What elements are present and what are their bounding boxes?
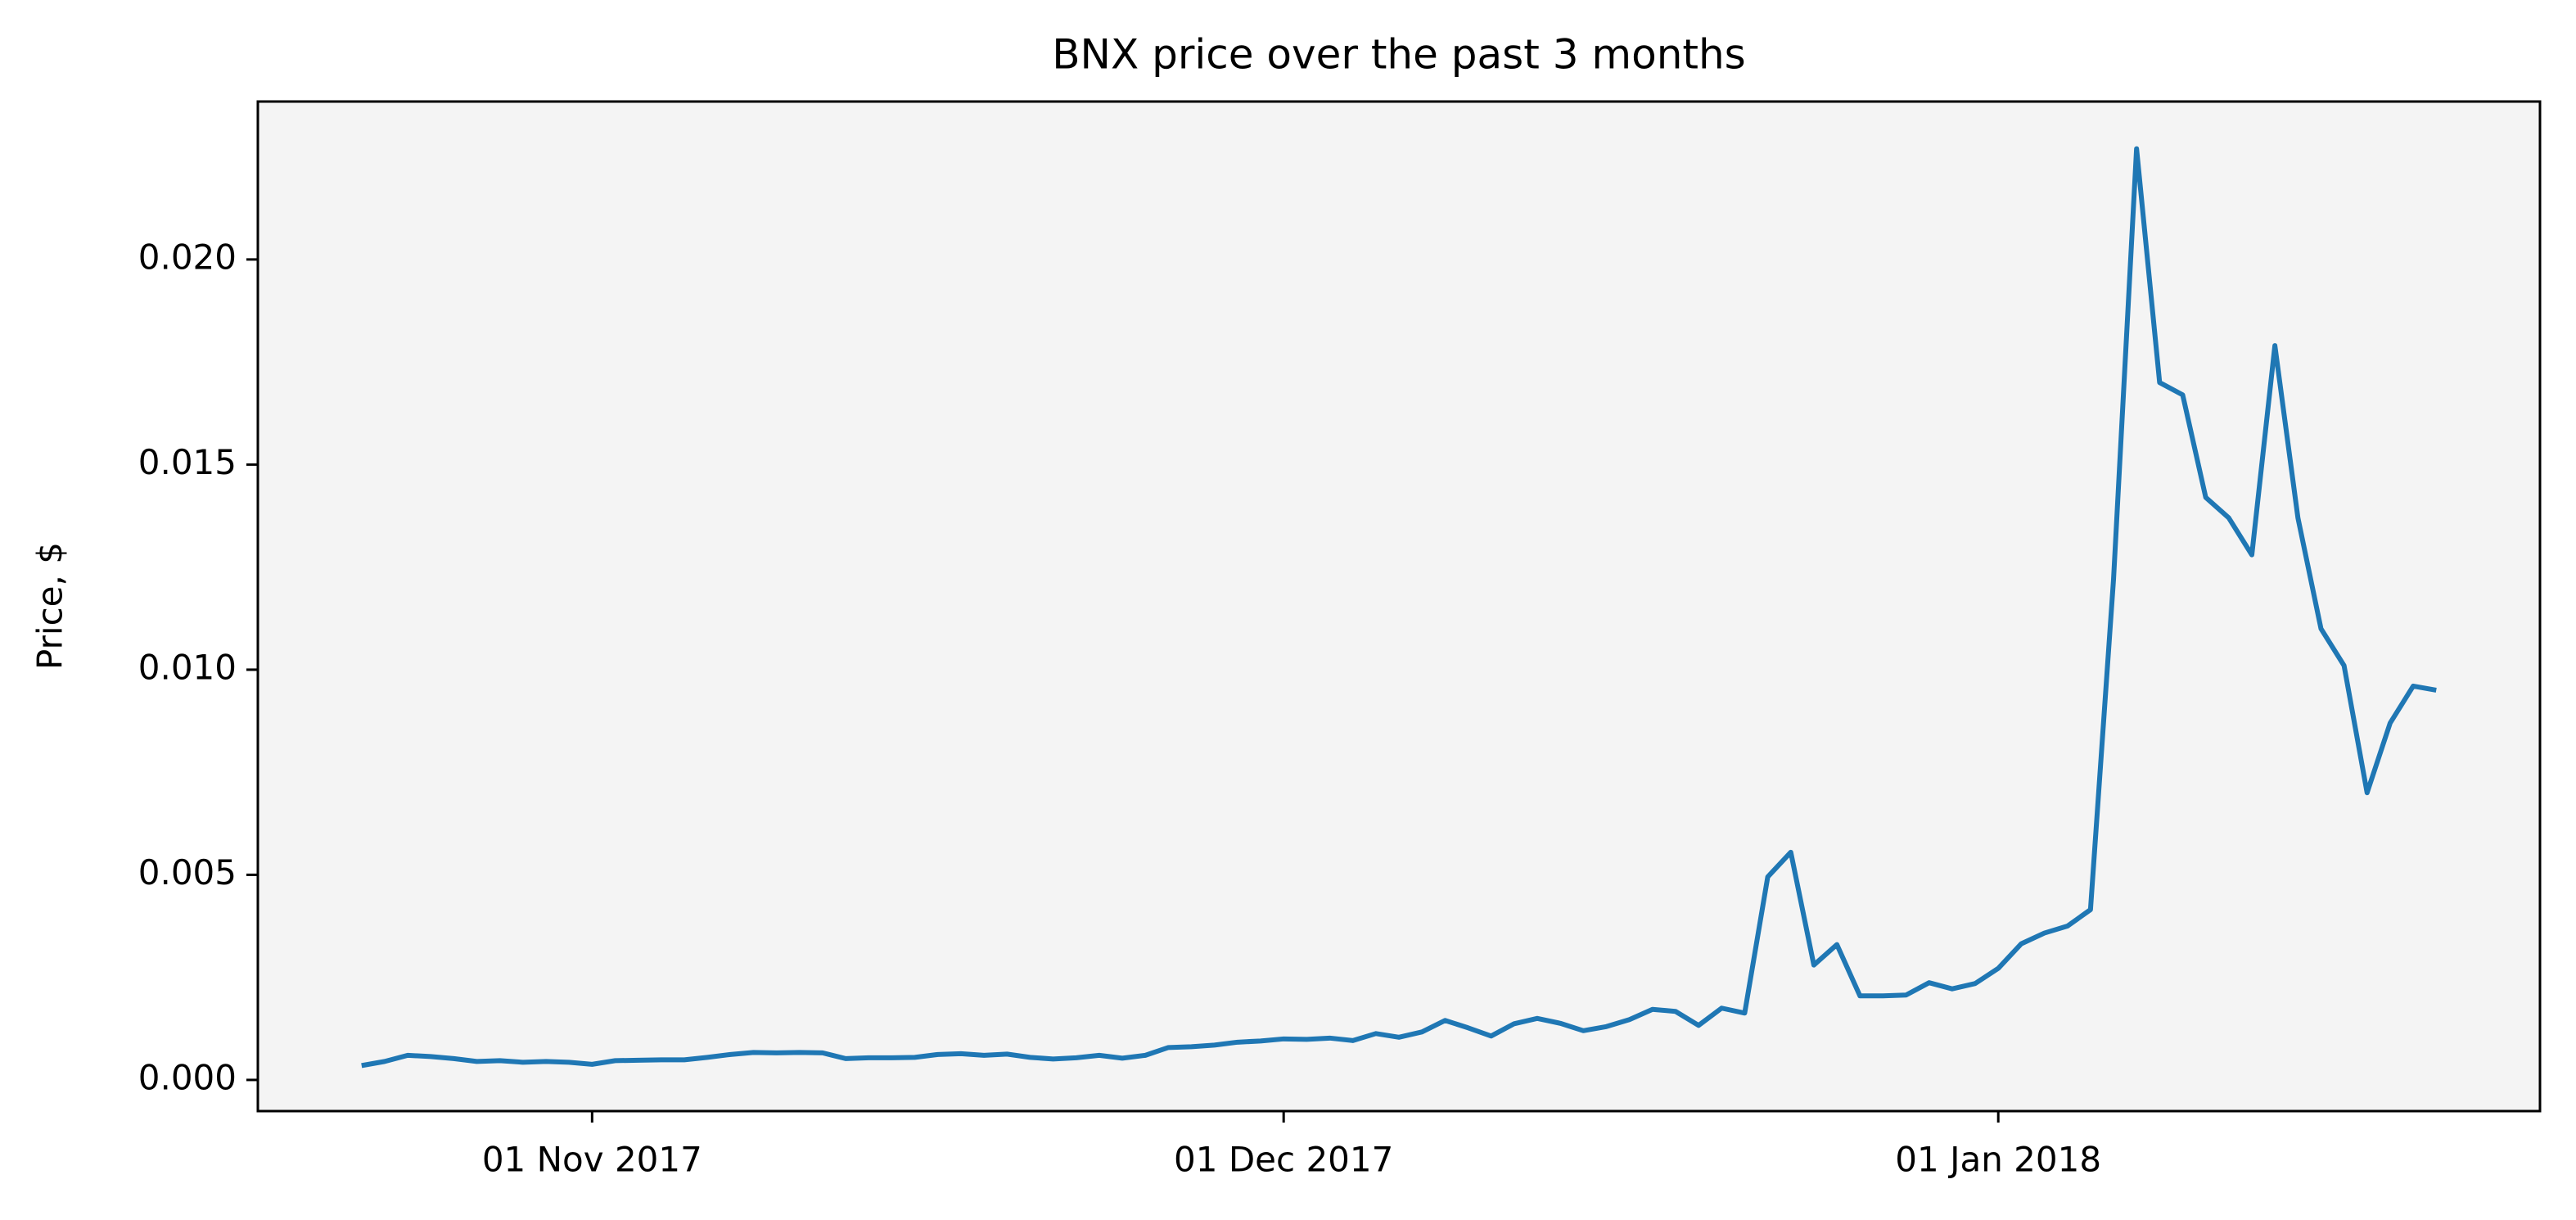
y-axis-label: Price, $ — [30, 542, 70, 670]
plot-frame — [256, 100, 2542, 1113]
y-tick-label: 0.015 — [138, 442, 237, 482]
price-line — [361, 146, 2437, 1069]
chart-title: BNX price over the past 3 months — [1052, 31, 1746, 79]
x-tick-label: 01 Jan 2018 — [1895, 1140, 2101, 1180]
x-tick-label: 01 Nov 2017 — [482, 1140, 702, 1180]
y-tick-label: 0.020 — [138, 237, 237, 277]
y-tick-label: 0.010 — [138, 647, 237, 687]
y-tick-label: 0.000 — [138, 1057, 237, 1097]
y-tick-label: 0.005 — [138, 852, 237, 892]
x-tick-label: 01 Dec 2017 — [1174, 1140, 1393, 1180]
plot-area — [258, 102, 2540, 1111]
